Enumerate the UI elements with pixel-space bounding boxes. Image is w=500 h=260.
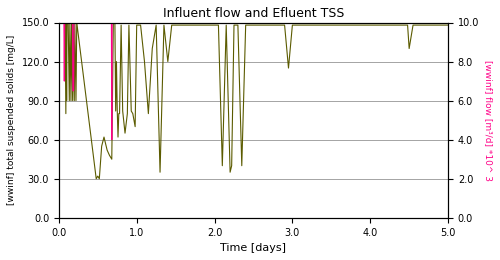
Title: Influent flow and Efluent TSS: Influent flow and Efluent TSS [163, 7, 344, 20]
Y-axis label: [wwinf] total suspended solids [mg/L]: [wwinf] total suspended solids [mg/L] [7, 35, 16, 205]
X-axis label: Time [days]: Time [days] [220, 243, 286, 253]
Y-axis label: [wwinf] flow [m³/d] *10^ 3: [wwinf] flow [m³/d] *10^ 3 [484, 60, 493, 181]
